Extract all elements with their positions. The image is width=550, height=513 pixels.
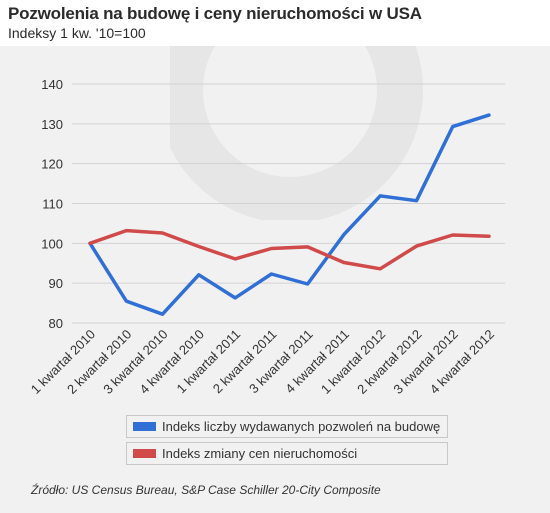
chart-title: Pozwolenia na budowę i ceny nieruchomośc… bbox=[8, 4, 422, 23]
chart-subtitle: Indeksy 1 kw. '10=100 bbox=[8, 25, 146, 41]
legend-label-permits: Indeks liczby wydawanych pozwoleń na bud… bbox=[162, 419, 441, 434]
y-tick-label: 90 bbox=[49, 276, 63, 291]
series-line-permits bbox=[88, 113, 491, 316]
series-line-prices bbox=[88, 228, 491, 271]
legend-label-prices: Indeks zmiany cen nieruchomości bbox=[162, 446, 358, 461]
y-tick-label: 130 bbox=[41, 117, 63, 132]
chart-header: Pozwolenia na budowę i ceny nieruchomośc… bbox=[0, 0, 550, 46]
legend-entry-prices: Indeks zmiany cen nieruchomości bbox=[126, 442, 448, 465]
x-tick-label: 4 kwartał 2012 bbox=[427, 327, 497, 397]
legend-entry-permits: Indeks liczby wydawanych pozwoleń na bud… bbox=[126, 415, 448, 438]
source-note: Źródło: US Census Bureau, S&P Case Schil… bbox=[31, 483, 381, 497]
legend-swatch-permits bbox=[133, 422, 156, 431]
y-tick-label: 100 bbox=[41, 236, 63, 251]
y-tick-label: 120 bbox=[41, 157, 63, 172]
y-tick-label: 80 bbox=[49, 316, 63, 331]
legend-swatch-prices bbox=[133, 449, 156, 458]
y-tick-label: 140 bbox=[41, 77, 63, 92]
y-tick-label: 110 bbox=[42, 197, 63, 212]
